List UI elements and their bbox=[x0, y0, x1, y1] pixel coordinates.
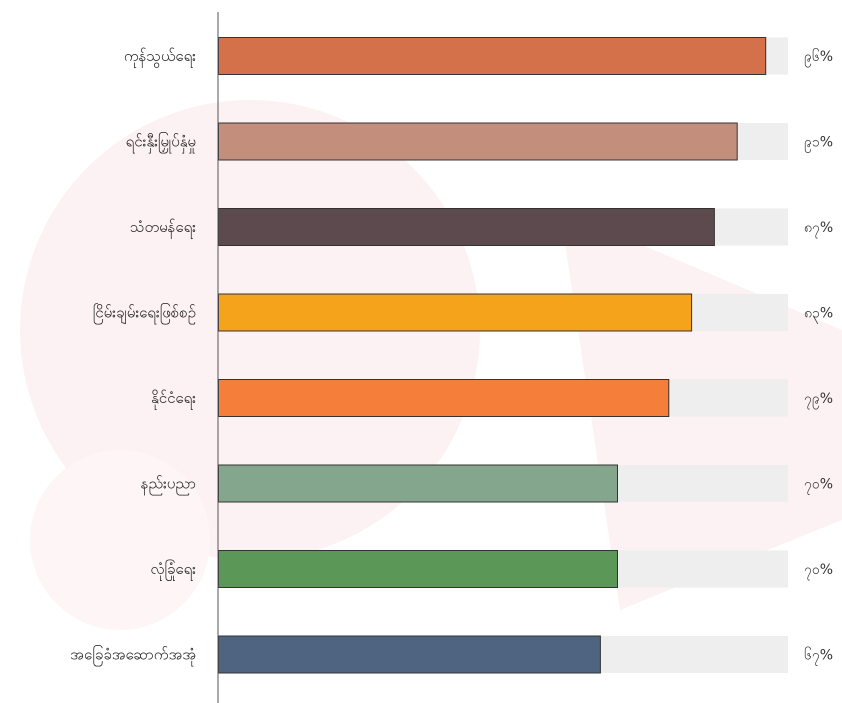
bars-layer: ကုန်သွယ်ရေး ၉၆% ရင်းနှီးမြှုပ်နှံမှု ၉၁% သံတ… bbox=[70, 37, 833, 674]
bar bbox=[218, 550, 618, 588]
value-label: ၇၀% bbox=[804, 477, 833, 495]
bar bbox=[218, 293, 693, 332]
bar bbox=[218, 379, 670, 417]
category-label: နိုင်ငံရေး bbox=[151, 389, 196, 410]
value-label: ၇၀% bbox=[804, 562, 833, 580]
category-label: ငြိမ်းချမ်းရေးဖြစ်စဉ် bbox=[93, 303, 196, 325]
value-label: ၈၇% bbox=[804, 220, 833, 238]
value-label: ၉၆% bbox=[804, 49, 833, 67]
value-label: ၉၁% bbox=[804, 135, 833, 153]
bar bbox=[218, 37, 767, 75]
value-label: ၆၇% bbox=[804, 648, 833, 666]
value-label: ၈၃% bbox=[804, 306, 833, 324]
bar bbox=[218, 635, 601, 674]
value-label: ၇၉% bbox=[804, 391, 833, 409]
bar bbox=[218, 122, 738, 161]
category-label: ကုန်သွယ်ရေး bbox=[124, 47, 196, 68]
category-label: ရင်းနှီးမြှုပ်နှံမှု bbox=[126, 132, 196, 154]
category-label: သံတမန်ရေး bbox=[130, 218, 196, 239]
category-label: နည်းပညာ bbox=[141, 475, 196, 496]
category-label: လုံခြုံရေး bbox=[150, 559, 196, 581]
bar bbox=[218, 464, 618, 503]
category-label: အခြေခံအဆောက်အအုံ bbox=[70, 645, 196, 667]
bar bbox=[218, 208, 715, 246]
